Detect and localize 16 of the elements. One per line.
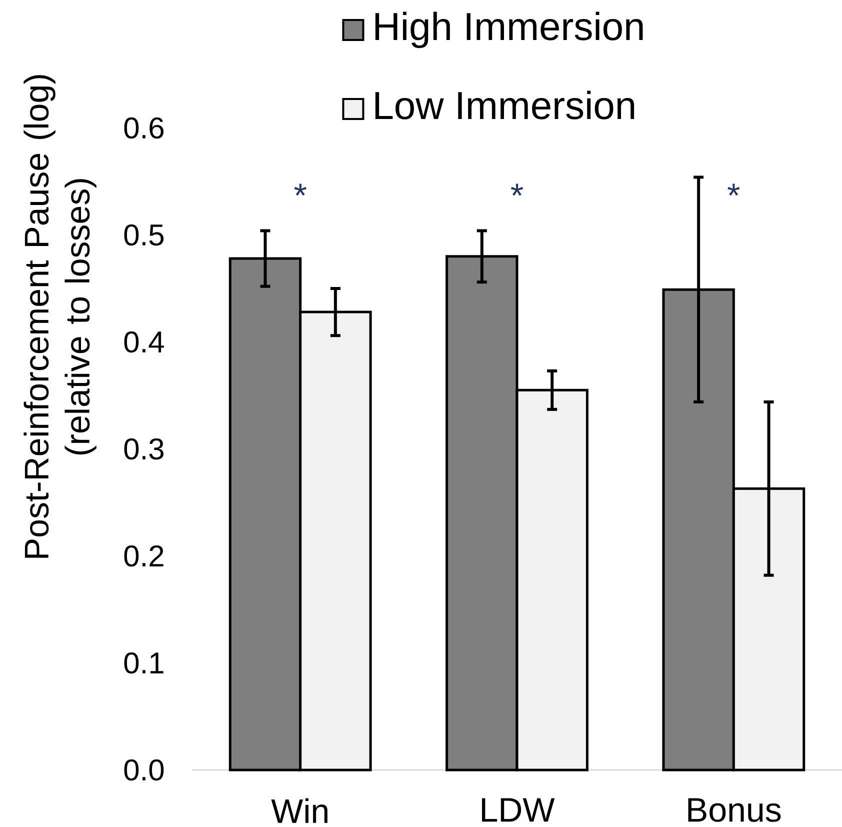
legend-label: High Immersion — [375, 12, 643, 48]
y-tick-label: 0.5 — [124, 224, 164, 246]
x-tick-label: Win — [271, 798, 328, 823]
y-tick-label: 0.6 — [124, 117, 164, 139]
x-tick-label: Bonus — [688, 798, 781, 822]
y-tick-label: 0.1 — [124, 652, 164, 674]
x-tick-label: LDW — [482, 798, 555, 822]
y-tick-label: 0.4 — [124, 331, 164, 353]
annotation: * — [294, 184, 306, 196]
y-tick-label: 0.0 — [124, 759, 164, 781]
annotation: * — [728, 184, 740, 196]
y-tick-label: 0.3 — [124, 438, 164, 460]
y-tick-label: 0.2 — [124, 545, 164, 567]
legend-label: Low Immersion — [375, 90, 634, 120]
y-axis-title: Post-Reinforcement Pause (log) (relative to losses) — [24, 75, 96, 558]
annotation: * — [510, 184, 524, 196]
